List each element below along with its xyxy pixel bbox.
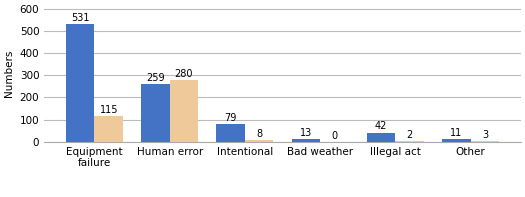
Bar	[94, 116, 123, 142]
Y-axis label: Numbers: Numbers	[4, 49, 14, 97]
Text: 280: 280	[175, 69, 193, 79]
Text: 531: 531	[71, 13, 89, 23]
Bar	[291, 139, 320, 142]
Bar	[66, 24, 94, 142]
Bar	[141, 84, 170, 142]
Text: 115: 115	[100, 105, 118, 115]
Text: 2: 2	[406, 130, 413, 140]
Bar	[170, 80, 198, 142]
Bar	[470, 141, 499, 142]
Bar	[245, 140, 274, 142]
Text: 3: 3	[482, 130, 488, 140]
Text: 0: 0	[331, 131, 338, 141]
Text: 8: 8	[256, 129, 262, 139]
Bar	[395, 141, 424, 142]
Text: 11: 11	[450, 128, 463, 138]
Text: 259: 259	[146, 73, 165, 83]
Bar	[367, 133, 395, 142]
Bar	[442, 139, 470, 142]
Text: 13: 13	[300, 128, 312, 138]
Text: 42: 42	[375, 121, 387, 131]
Bar	[216, 124, 245, 142]
Text: 79: 79	[224, 113, 237, 123]
